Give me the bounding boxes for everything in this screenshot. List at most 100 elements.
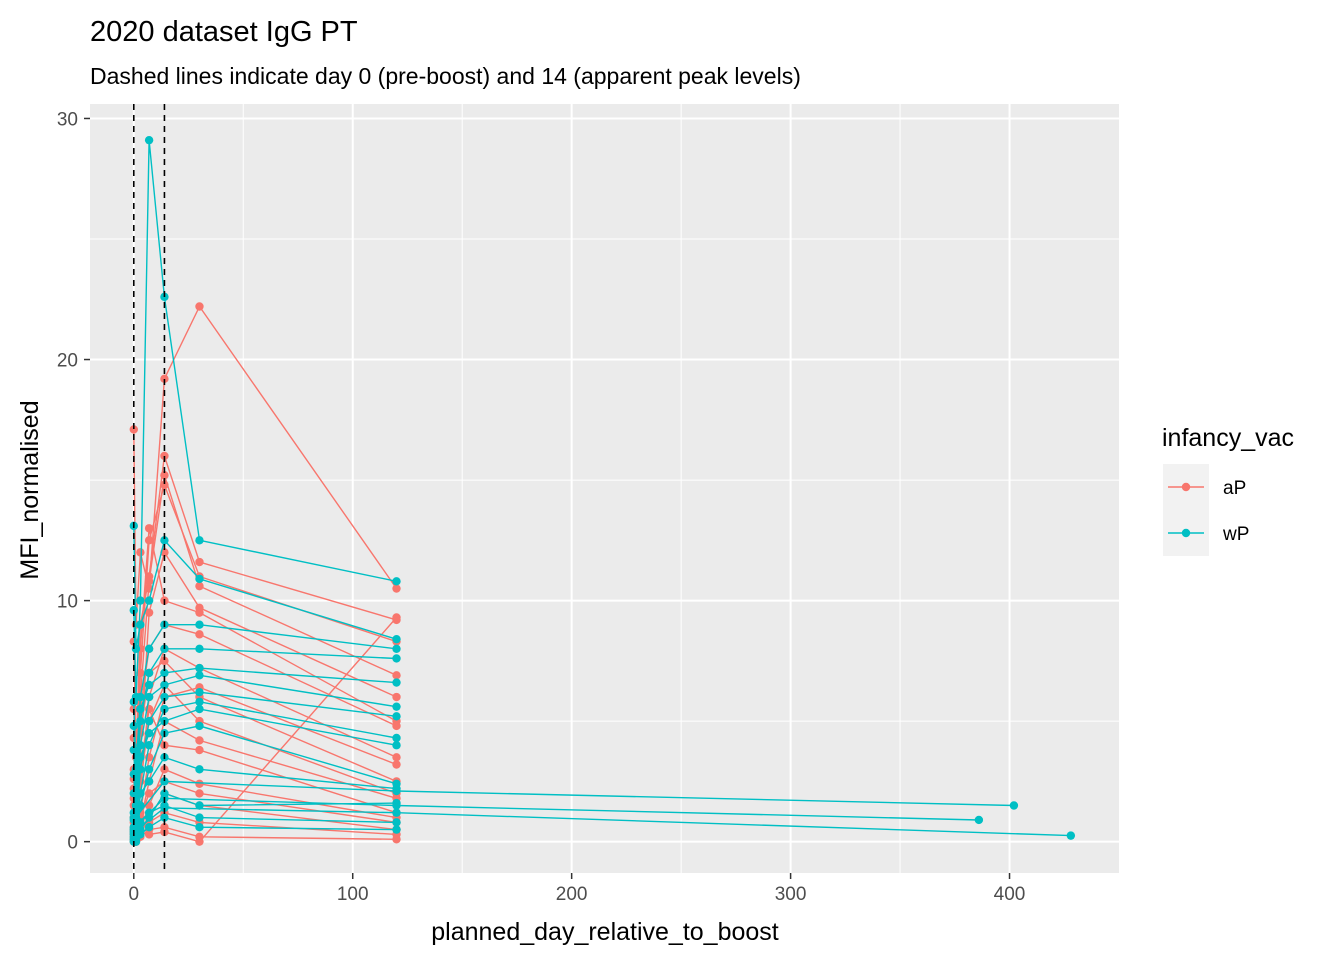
- point-wP-5-6: [392, 702, 401, 711]
- point-wP-14-2: [392, 786, 401, 796]
- point-wP-4-5: [195, 663, 204, 673]
- point-wP-16-1: [160, 803, 169, 813]
- point-aP-0-0: [129, 425, 138, 434]
- point-aP-5-5: [195, 608, 204, 617]
- point-aP-18-6: [392, 613, 401, 622]
- reference-lines: [132, 104, 166, 873]
- legend-title: infancy_vac: [1162, 424, 1294, 452]
- point-wP-6-5: [195, 688, 204, 697]
- point-wP-10-5: [195, 765, 204, 774]
- point-wP-5-2: [136, 741, 145, 750]
- point-aP-9-4: [160, 656, 169, 666]
- point-aP-4-3: [144, 608, 154, 617]
- point-wP-13-3: [144, 822, 154, 832]
- series-layer: [129, 135, 1076, 846]
- legend-item-aP: aP: [1163, 464, 1246, 510]
- point-aP-0-4: [160, 374, 169, 384]
- point-wP-2-5: [195, 620, 204, 629]
- legend-item-wP: wP: [1163, 510, 1249, 556]
- point-aP-5-3: [144, 524, 154, 533]
- point-wP-15-3: [974, 815, 984, 825]
- point-wP-5-3: [144, 692, 154, 702]
- point-wP-9-5: [195, 721, 204, 731]
- series-wP-line-14: [133, 780, 1014, 821]
- point-wP-1-4: [160, 536, 169, 545]
- point-wP-8-2: [136, 753, 145, 762]
- point-wP-12-5: [195, 813, 204, 822]
- point-wP-7-3: [144, 741, 154, 750]
- point-wP-9-3: [144, 765, 154, 774]
- x-tick-label-3: 300: [775, 884, 807, 905]
- point-wP-15-2: [392, 801, 401, 810]
- point-wP-0-6: [392, 577, 401, 586]
- point-wP-0-5: [195, 536, 204, 545]
- point-wP-11-5: [195, 801, 204, 810]
- point-wP-13-6: [392, 825, 401, 834]
- point-wP-6-4: [160, 692, 169, 702]
- point-wP-10-2: [136, 789, 145, 798]
- y-tick-label-2: 20: [57, 351, 78, 372]
- point-aP-3-6: [392, 671, 401, 680]
- point-aP-13-5: [195, 779, 204, 789]
- point-aP-3-4: [160, 471, 169, 480]
- point-wP-1-3: [144, 596, 154, 605]
- point-wP-7-5: [195, 697, 204, 707]
- chart-subtitle: Dashed lines indicate day 0 (pre-boost) …: [90, 63, 801, 89]
- point-wP-16-2: [392, 808, 401, 817]
- legend-label-wP: wP: [1222, 524, 1249, 545]
- grid-major: [90, 104, 1119, 873]
- x-tick-label-2: 200: [556, 884, 588, 905]
- point-wP-7-6: [392, 733, 401, 743]
- point-aP-6-6: [392, 721, 401, 731]
- legend-key-point-aP: [1181, 482, 1191, 492]
- point-aP-0-5: [195, 302, 204, 311]
- chart-title: 2020 dataset IgG PT: [90, 16, 358, 48]
- point-aP-18-3: [144, 830, 154, 839]
- point-aP-1-5: [195, 557, 204, 567]
- y-axis: 0 10 20 30: [57, 109, 90, 854]
- point-wP-5-4: [160, 680, 169, 690]
- point-wP-13-5: [195, 822, 204, 832]
- point-wP-4-2: [136, 704, 145, 714]
- point-wP-1-6: [392, 634, 401, 644]
- point-aP-7-6: [392, 753, 401, 762]
- point-aP-17-6: [392, 835, 401, 844]
- point-wP-2-2: [136, 692, 145, 702]
- point-aP-14-3: [144, 789, 154, 798]
- y-tick-label-3: 30: [57, 109, 78, 130]
- point-wP-10-3: [144, 777, 154, 786]
- point-wP-14-1: [160, 777, 169, 786]
- x-tick-label-1: 100: [337, 884, 369, 905]
- legend-items: aP wP: [1163, 464, 1249, 556]
- point-wP-8-6: [392, 741, 401, 750]
- point-aP-1-4: [160, 451, 169, 461]
- point-wP-2-6: [392, 644, 401, 654]
- point-wP-6-3: [144, 716, 154, 726]
- point-wP-1-5: [195, 574, 204, 584]
- point-aP-3-3: [144, 577, 154, 586]
- point-wP-3-5: [195, 644, 204, 654]
- point-wP-3-6: [392, 654, 401, 663]
- point-wP-1-2: [136, 620, 145, 629]
- point-wP-8-5: [195, 704, 204, 714]
- point-wP-4-4: [160, 668, 169, 678]
- legend-label-aP: aP: [1223, 478, 1246, 499]
- point-aP-11-5: [195, 736, 204, 745]
- point-wP-8-0: [129, 789, 138, 798]
- x-axis-title: planned_day_relative_to_boost: [431, 918, 779, 946]
- point-wP-0-3: [144, 135, 154, 145]
- point-aP-0-2: [136, 548, 145, 557]
- legend-key-point-wP: [1181, 528, 1191, 538]
- x-tick-label-0: 0: [128, 884, 139, 905]
- point-aP-3-5: [195, 581, 204, 591]
- point-wP-13-4: [160, 813, 169, 822]
- point-wP-5-5: [195, 671, 204, 680]
- point-wP-4-6: [392, 678, 401, 687]
- series-wP-line-16: [133, 807, 1071, 837]
- legend: infancy_vac aP wP: [1162, 424, 1294, 556]
- point-wP-6-2: [136, 765, 145, 774]
- point-wP-0-2: [136, 596, 145, 605]
- point-aP-14-5: [195, 789, 204, 798]
- point-aP-6-5: [195, 630, 204, 639]
